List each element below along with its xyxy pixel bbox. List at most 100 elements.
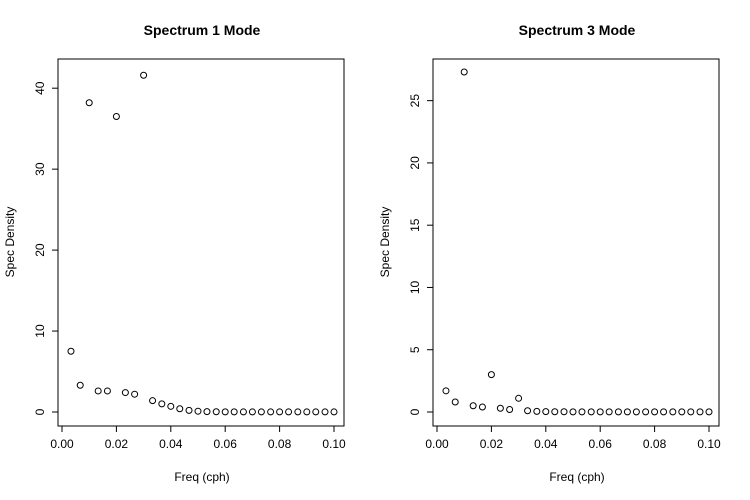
- data-point: [158, 400, 166, 408]
- data-point: [221, 408, 229, 416]
- y-tick-label: 15: [408, 218, 422, 232]
- data-point: [67, 347, 75, 355]
- data-point: [614, 408, 622, 416]
- data-point: [167, 402, 175, 410]
- data-point: [330, 408, 338, 416]
- data-points: [442, 68, 713, 416]
- x-tick-label: 0.02: [480, 437, 504, 451]
- plot-frame: [57, 58, 345, 427]
- data-point: [140, 71, 148, 79]
- data-point: [460, 68, 468, 76]
- x-tick-label: 0.06: [214, 437, 238, 451]
- data-point: [642, 408, 650, 416]
- y-tick-label: 0: [408, 408, 422, 415]
- data-point: [687, 408, 695, 416]
- data-point: [515, 394, 523, 402]
- y-tick-label: 10: [408, 280, 422, 294]
- y-tick-label: 20: [408, 156, 422, 170]
- data-point: [212, 408, 220, 416]
- data-point: [312, 408, 320, 416]
- x-tick-label: 0.06: [589, 437, 613, 451]
- data-point: [496, 404, 504, 412]
- spectrum-1-panel: Spectrum 1 Mode Freq (cph) Spec Density …: [3, 22, 346, 484]
- data-point: [632, 408, 640, 416]
- data-point: [203, 408, 211, 416]
- y-tick-label: 10: [33, 324, 47, 338]
- y-tick-label: 20: [33, 243, 47, 257]
- x-axis: 0.00 0.02 0.04 0.06 0.08 0.10: [50, 425, 346, 451]
- data-point: [121, 389, 129, 397]
- data-point: [623, 408, 631, 416]
- y-tick-label: 5: [408, 346, 422, 353]
- data-point: [112, 113, 120, 121]
- data-point: [94, 387, 102, 395]
- data-point: [696, 408, 704, 416]
- data-point: [303, 408, 311, 416]
- x-tick-label: 0.00: [425, 437, 449, 451]
- data-point: [230, 408, 238, 416]
- data-point: [103, 387, 111, 395]
- data-point: [478, 403, 486, 411]
- data-point: [442, 387, 450, 395]
- data-point: [678, 408, 686, 416]
- spectrum-3-panel: Spectrum 3 Mode Freq (cph) Spec Density …: [378, 22, 721, 484]
- data-point: [176, 405, 184, 413]
- data-point: [551, 408, 559, 416]
- y-tick-label: 25: [408, 94, 422, 108]
- x-axis-label: Freq (cph): [174, 470, 229, 484]
- y-axis-label: Spec Density: [3, 207, 17, 278]
- y-axis: 0 10 20 30 40: [33, 81, 59, 415]
- data-point: [651, 408, 659, 416]
- data-point: [85, 99, 93, 107]
- data-point: [524, 407, 532, 415]
- x-tick-label: 0.10: [697, 437, 721, 451]
- data-point: [321, 408, 329, 416]
- data-point: [533, 407, 541, 415]
- data-point: [705, 408, 713, 416]
- x-tick-label: 0.08: [643, 437, 667, 451]
- data-points: [67, 71, 338, 416]
- data-point: [267, 408, 275, 416]
- x-axis: 0.00 0.02 0.04 0.06 0.08 0.10: [425, 425, 721, 451]
- data-point: [257, 408, 265, 416]
- y-axis: 0 5 10 15 20 25: [408, 94, 434, 415]
- data-point: [560, 408, 568, 416]
- x-axis-label: Freq (cph): [549, 470, 604, 484]
- x-tick-label: 0.10: [322, 437, 346, 451]
- data-point: [506, 406, 514, 414]
- data-point: [469, 402, 477, 410]
- y-tick-label: 40: [33, 81, 47, 95]
- plot-frame: [432, 58, 720, 427]
- data-point: [569, 408, 577, 416]
- data-point: [149, 397, 157, 405]
- data-point: [76, 381, 84, 389]
- data-point: [194, 407, 202, 415]
- data-point: [542, 408, 550, 416]
- y-tick-label: 30: [33, 162, 47, 176]
- data-point: [587, 408, 595, 416]
- x-tick-label: 0.04: [159, 437, 183, 451]
- x-tick-label: 0.04: [534, 437, 558, 451]
- x-tick-label: 0.02: [105, 437, 129, 451]
- data-point: [285, 408, 293, 416]
- data-point: [239, 408, 247, 416]
- data-point: [185, 406, 193, 414]
- y-axis-label: Spec Density: [378, 207, 392, 278]
- x-tick-label: 0.00: [50, 437, 74, 451]
- data-point: [276, 408, 284, 416]
- data-point: [248, 408, 256, 416]
- data-point: [605, 408, 613, 416]
- data-point: [660, 408, 668, 416]
- x-tick-label: 0.08: [268, 437, 292, 451]
- y-tick-label: 0: [33, 408, 47, 415]
- data-point: [131, 390, 139, 398]
- chart-title: Spectrum 3 Mode: [519, 22, 636, 38]
- data-point: [487, 371, 495, 379]
- data-point: [294, 408, 302, 416]
- chart-title: Spectrum 1 Mode: [144, 22, 261, 38]
- data-point: [669, 408, 677, 416]
- data-point: [451, 398, 459, 406]
- data-point: [596, 408, 604, 416]
- data-point: [578, 408, 586, 416]
